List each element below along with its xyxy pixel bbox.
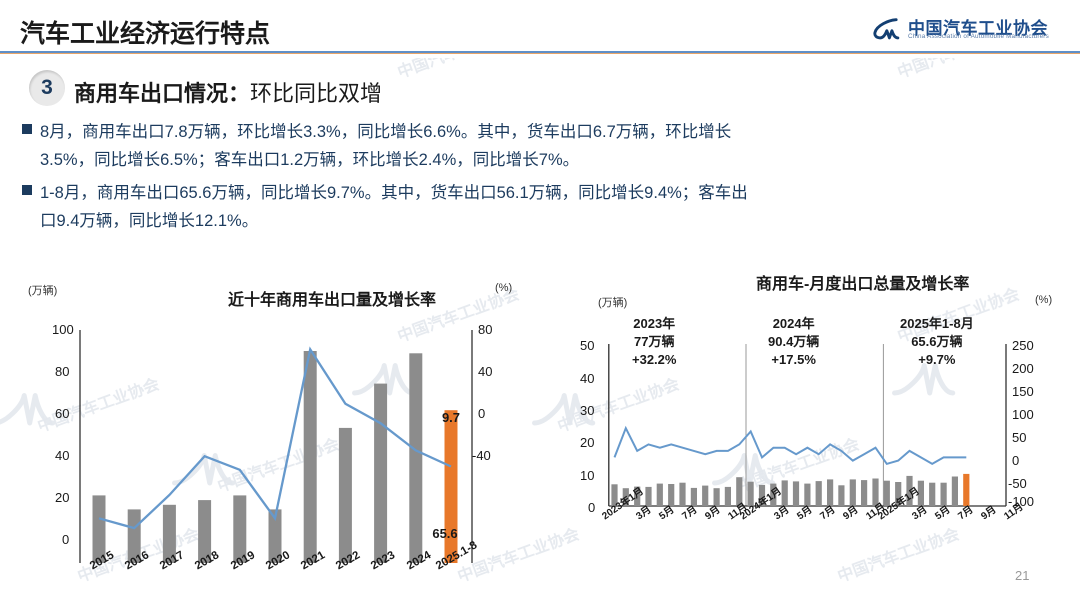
- svg-text:中国汽车工业协会: 中国汽车工业协会: [395, 58, 522, 82]
- svg-text:中国汽车工业协会: 中国汽车工业协会: [895, 58, 1022, 82]
